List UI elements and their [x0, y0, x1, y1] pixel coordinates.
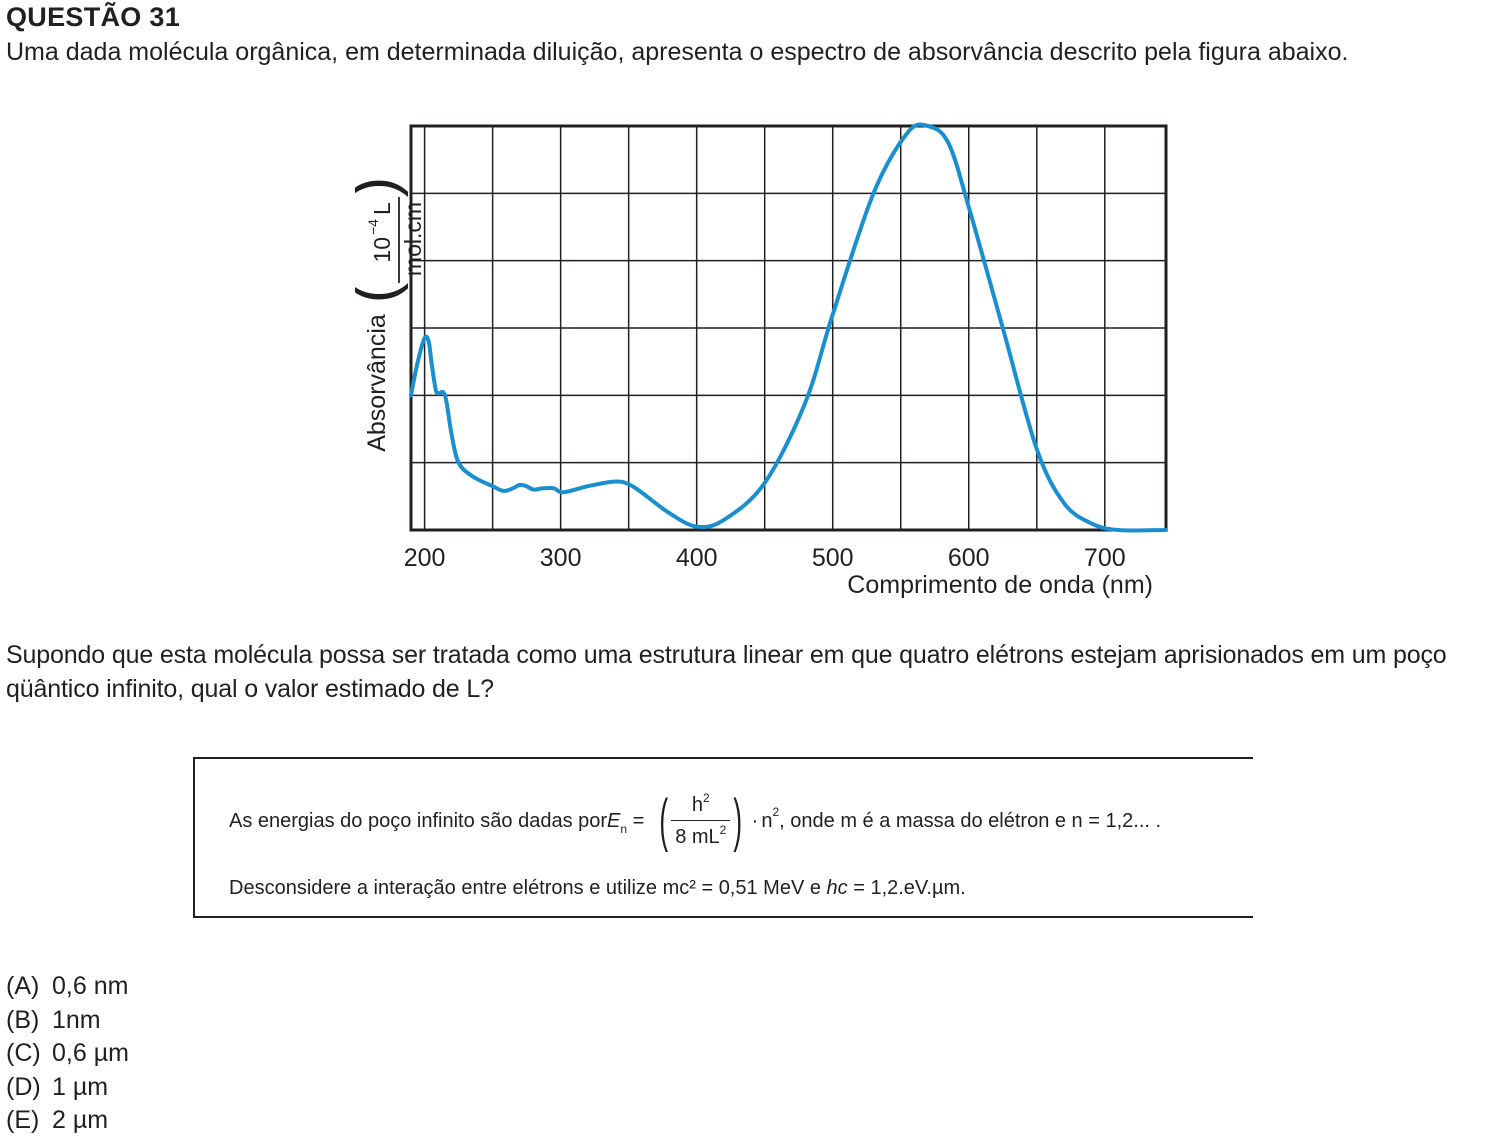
option-e[interactable]: (E) 2 µm: [6, 1104, 129, 1138]
option-letter: (E): [6, 1106, 40, 1134]
option-a[interactable]: (A) 0,6 nm: [6, 970, 129, 1004]
option-letter: (B): [6, 1005, 40, 1034]
intro-text: Uma dada molécula orgânica, em determina…: [6, 38, 1349, 66]
num-sup: 2: [702, 790, 710, 805]
y-unit-num: 10: [369, 237, 395, 263]
x-tick-labels: 200 300 400 500 600 700: [404, 544, 1126, 572]
constants-line: Desconsidere a interação entre elétrons …: [229, 877, 966, 900]
multiply-dot: ·: [751, 809, 759, 832]
num-text: h: [691, 793, 703, 816]
y-unit-paren-left: (: [355, 282, 409, 303]
x-tick-label: 200: [404, 544, 446, 572]
paren-right: ): [733, 788, 743, 853]
option-letter: (D): [6, 1072, 41, 1101]
n-symbol: n: [761, 809, 773, 832]
constants-part1: Desconsidere a interação entre elétrons …: [229, 877, 827, 899]
x-axis-label: Comprimento de onda (nm): [847, 571, 1153, 599]
plot-frame: [409, 124, 1168, 532]
formula-suffix: , onde m é a massa do elétron e n = 1,2.…: [779, 809, 1162, 832]
fraction-denominator: 8 mL2: [671, 819, 731, 849]
y-unit-exp: −4: [365, 219, 381, 235]
question-text: Supondo que esta molécula possa ser trat…: [6, 641, 1447, 703]
option-letter: (A): [6, 972, 40, 1000]
x-tick-label: 300: [540, 544, 582, 572]
formula-prefix: As energias do poço infinito são dadas p…: [229, 809, 608, 832]
option-text: 2 µm: [52, 1106, 109, 1134]
fraction: h2 8 mL2: [671, 790, 731, 849]
series-line: [409, 122, 1168, 533]
info-box: As energias do poço infinito são dadas p…: [193, 757, 1253, 918]
constants-part2: = 1,2.eV.µm.: [847, 877, 966, 899]
x-tick-label: 500: [812, 544, 854, 572]
option-text: 1nm: [52, 1005, 101, 1034]
x-tick-label: 700: [1084, 544, 1126, 572]
answer-options: (A) 0,6 nm (B) 1nm (C) 0,6 µm (D) 1 µm (E) 2 …: [6, 970, 129, 1138]
option-text: 0,6 µm: [52, 1039, 129, 1067]
option-letter: (C): [6, 1039, 41, 1067]
den-sup: 2: [719, 822, 727, 837]
x-tick-label: 400: [676, 544, 718, 572]
option-text: 1 µm: [52, 1072, 109, 1101]
hc-symbol: hc: [826, 877, 848, 899]
equals-sign: =: [627, 809, 650, 832]
option-c[interactable]: (C) 0,6 µm: [6, 1037, 129, 1071]
grid: [411, 126, 1166, 530]
absorbance-chart: 200 300 400 500 600 700 Comprimento de onda (…: [355, 122, 1168, 599]
option-d[interactable]: (D) 1 µm: [6, 1071, 129, 1105]
y-unit-num-tail: L: [369, 202, 395, 215]
paren-left: (: [659, 788, 668, 853]
x-tick-label: 600: [948, 544, 990, 572]
energy-symbol: E: [607, 809, 621, 832]
fraction-group: ( h2 8 mL2 ): [654, 788, 748, 853]
fraction-numerator: h2: [686, 790, 716, 820]
question-title: QUESTÃO 31: [6, 2, 181, 32]
n-sup: 2: [772, 805, 780, 819]
den-text: 8 mL: [675, 825, 720, 848]
option-text: 0,6 nm: [52, 972, 129, 1000]
y-unit-paren-right: ): [355, 177, 409, 198]
option-b[interactable]: (B) 1nm: [6, 1004, 129, 1038]
y-axis-label-text: Absorvância: [363, 314, 391, 452]
y-unit-den: mol.cm: [400, 202, 426, 276]
energy-subscript: n: [620, 822, 628, 836]
y-axis-label: Absorvância ( 10 −4 L mol.cm ): [355, 177, 426, 452]
energy-formula-line: As energias do poço infinito são dadas p…: [229, 781, 1161, 861]
